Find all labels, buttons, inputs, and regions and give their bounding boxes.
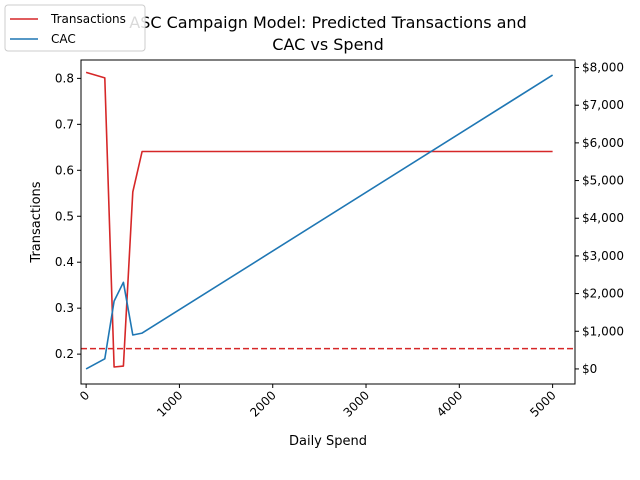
x-tick-label: 3000 [341,388,372,419]
legend-box [4,4,146,52]
x-tick-label: 0 [77,388,92,403]
x-tick-label: 4000 [434,388,465,419]
y-right-tick-label: $0 [582,362,597,376]
chart-title-line2: CAC vs Spend [272,35,383,54]
y-right-tick-label: $2,000 [582,287,624,301]
y-left-tick-label: 0.5 [55,209,74,223]
y-left-tick-label: 0.7 [55,117,74,131]
legend-label: Transactions [50,12,126,26]
y-left-tick-label: 0.8 [55,71,74,85]
plot-frame [80,59,576,385]
y-right-tick-label: $4,000 [582,211,624,225]
series-line-transactions [85,71,553,368]
y-right-tick-label: $7,000 [582,98,624,112]
y-right-tick-label: $3,000 [582,249,624,263]
y-right-tick-label: $1,000 [582,324,624,338]
y-left-tick-label: 0.6 [55,163,74,177]
y-left-tick-label: 0.4 [55,255,74,269]
x-axis-label: Daily Spend [289,434,367,449]
x-tick-label: 2000 [247,388,278,419]
y-right-tick-label: $5,000 [582,174,624,188]
chart-title-line1: ASC Campaign Model: Predicted Transactio… [129,13,526,32]
series-line-cac [85,74,554,370]
y-axis-label-left: Transactions [29,181,44,263]
y-left-tick-label: 0.2 [55,347,74,361]
y-left-tick-label: 0.3 [55,301,74,315]
y-right-tick-label: $6,000 [582,136,624,150]
x-tick-label: 1000 [154,388,185,419]
y-right-tick-label: $8,000 [582,61,624,75]
x-tick-label: 5000 [527,388,558,419]
legend-label: CAC [51,32,76,46]
